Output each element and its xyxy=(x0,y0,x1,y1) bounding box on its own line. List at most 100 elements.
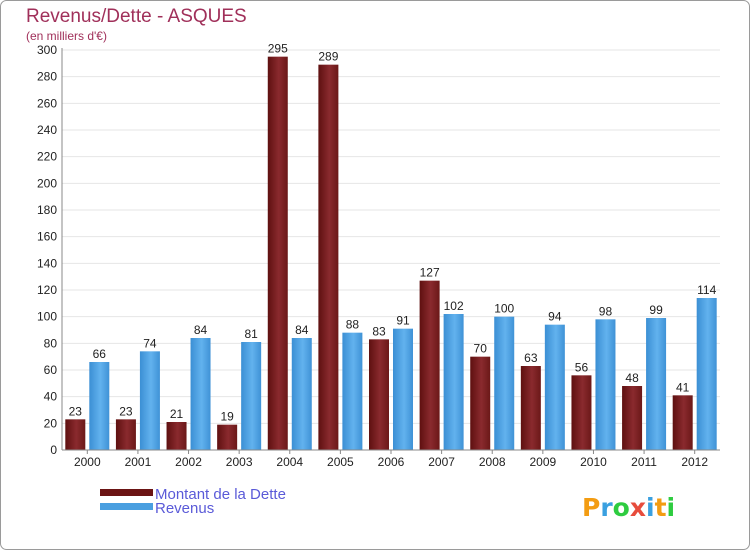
bar-revenus xyxy=(190,338,211,450)
logo-letter: i xyxy=(646,493,655,522)
legend-swatch-revenus xyxy=(100,503,153,510)
x-tick-label: 2006 xyxy=(378,455,405,469)
data-label-dette: 127 xyxy=(420,266,440,280)
y-tick-label: 140 xyxy=(37,256,57,270)
x-tick-label: 2000 xyxy=(74,455,101,469)
y-tick-label: 0 xyxy=(50,443,57,457)
y-tick-label: 280 xyxy=(37,70,57,84)
chart-title: Revenus/Dette - ASQUES xyxy=(26,6,247,27)
bar-dette xyxy=(267,56,288,451)
data-label-revenus: 84 xyxy=(295,323,309,337)
data-label-dette: 70 xyxy=(474,342,488,356)
data-label-dette: 19 xyxy=(220,410,234,424)
data-label-dette: 48 xyxy=(625,371,639,385)
bars xyxy=(65,56,717,451)
y-tick-label: 240 xyxy=(37,123,57,137)
logo-letter: o xyxy=(613,493,630,522)
y-tick-label: 40 xyxy=(44,390,58,404)
data-label-dette: 21 xyxy=(170,407,184,421)
chart-subtitle: (en milliers d'€) xyxy=(26,29,107,43)
data-label-dette: 289 xyxy=(318,50,338,64)
data-labels: 23 66 23 74 21 84 19 81 295 84 289 88 83 91 127 102 70 10… xyxy=(69,42,717,424)
logo-letter: P xyxy=(582,493,600,522)
bar-dette xyxy=(470,356,491,450)
data-label-dette: 295 xyxy=(268,42,288,56)
x-tick-label: 2002 xyxy=(175,455,202,469)
data-label-revenus: 91 xyxy=(396,314,410,328)
y-tick-label: 100 xyxy=(37,310,57,324)
data-label-revenus: 114 xyxy=(697,283,716,297)
data-label-revenus: 100 xyxy=(494,302,514,316)
bar-revenus xyxy=(595,319,616,450)
bar-dette xyxy=(65,419,86,450)
gridlines xyxy=(62,49,720,424)
data-label-revenus: 88 xyxy=(346,318,360,332)
bar-dette xyxy=(369,339,389,450)
logo-letter: x xyxy=(630,493,646,522)
bar-revenus xyxy=(342,332,363,450)
bar-revenus xyxy=(646,318,667,450)
bar-dette xyxy=(318,64,339,451)
data-label-revenus: 98 xyxy=(599,304,613,318)
legend: Montant de la Dette Revenus xyxy=(100,486,286,517)
legend-swatch-dette xyxy=(100,489,153,496)
data-label-dette: 23 xyxy=(69,404,83,418)
x-tick-label: 2007 xyxy=(428,455,455,469)
data-label-dette: 83 xyxy=(372,324,386,338)
bar-revenus xyxy=(443,314,464,450)
y-tick-label: 160 xyxy=(37,230,57,244)
data-label-revenus: 94 xyxy=(548,310,562,324)
x-axis-ticks: 2000 2001 2002 2003 2004 2005 2006 2007 2008 2009… xyxy=(74,450,708,469)
y-tick-label: 80 xyxy=(44,336,58,350)
y-tick-label: 180 xyxy=(37,203,57,217)
bar-dette xyxy=(115,419,136,450)
bar-dette xyxy=(419,280,440,450)
bar-dette xyxy=(520,366,541,450)
data-label-revenus: 81 xyxy=(244,327,258,341)
x-tick-label: 2008 xyxy=(479,455,506,469)
x-tick-label: 2011 xyxy=(631,455,657,469)
y-tick-label: 200 xyxy=(37,176,57,190)
y-tick-label: 220 xyxy=(37,150,57,164)
legend-label-revenus: Revenus xyxy=(155,500,214,517)
data-label-revenus: 84 xyxy=(194,323,208,337)
legend-label-dette: Montant de la Dette xyxy=(155,486,286,503)
bar-revenus xyxy=(291,338,312,450)
y-tick-label: 120 xyxy=(37,283,57,297)
bar-revenus xyxy=(139,351,160,450)
data-label-revenus: 66 xyxy=(93,347,107,361)
proxiti-logo: Proxiti xyxy=(582,493,675,522)
bar-revenus xyxy=(241,342,262,450)
bar-dette xyxy=(166,422,187,450)
y-axis-ticks: 0 20 40 60 80 100 120 140 160 180 200 220 240 260 280 3… xyxy=(37,43,57,457)
y-tick-label: 60 xyxy=(44,363,58,377)
x-tick-label: 2010 xyxy=(580,455,607,469)
data-label-revenus: 99 xyxy=(649,303,663,317)
data-label-dette: 41 xyxy=(676,380,690,394)
x-tick-label: 2001 xyxy=(125,455,152,469)
y-tick-label: 260 xyxy=(37,96,57,110)
data-label-revenus: 102 xyxy=(444,299,464,313)
bar-revenus xyxy=(544,324,565,450)
logo-letter: t xyxy=(655,493,667,522)
x-tick-label: 2005 xyxy=(327,455,354,469)
data-label-dette: 23 xyxy=(119,404,133,418)
x-tick-label: 2012 xyxy=(681,455,708,469)
x-tick-label: 2004 xyxy=(276,455,303,469)
bar-dette xyxy=(217,424,238,450)
x-tick-label: 2003 xyxy=(226,455,253,469)
bar-revenus xyxy=(89,362,110,450)
data-label-dette: 63 xyxy=(524,351,538,365)
bar-revenus xyxy=(393,328,413,450)
logo-letter: r xyxy=(600,493,613,522)
bar-dette xyxy=(622,386,643,450)
bar-dette xyxy=(571,375,592,450)
data-label-dette: 56 xyxy=(575,360,589,374)
y-tick-label: 20 xyxy=(44,416,58,430)
x-tick-label: 2009 xyxy=(529,455,556,469)
bar-revenus xyxy=(696,298,717,450)
logo-letter: i xyxy=(667,493,676,522)
y-tick-label: 300 xyxy=(37,43,57,57)
data-label-revenus: 74 xyxy=(143,336,157,350)
